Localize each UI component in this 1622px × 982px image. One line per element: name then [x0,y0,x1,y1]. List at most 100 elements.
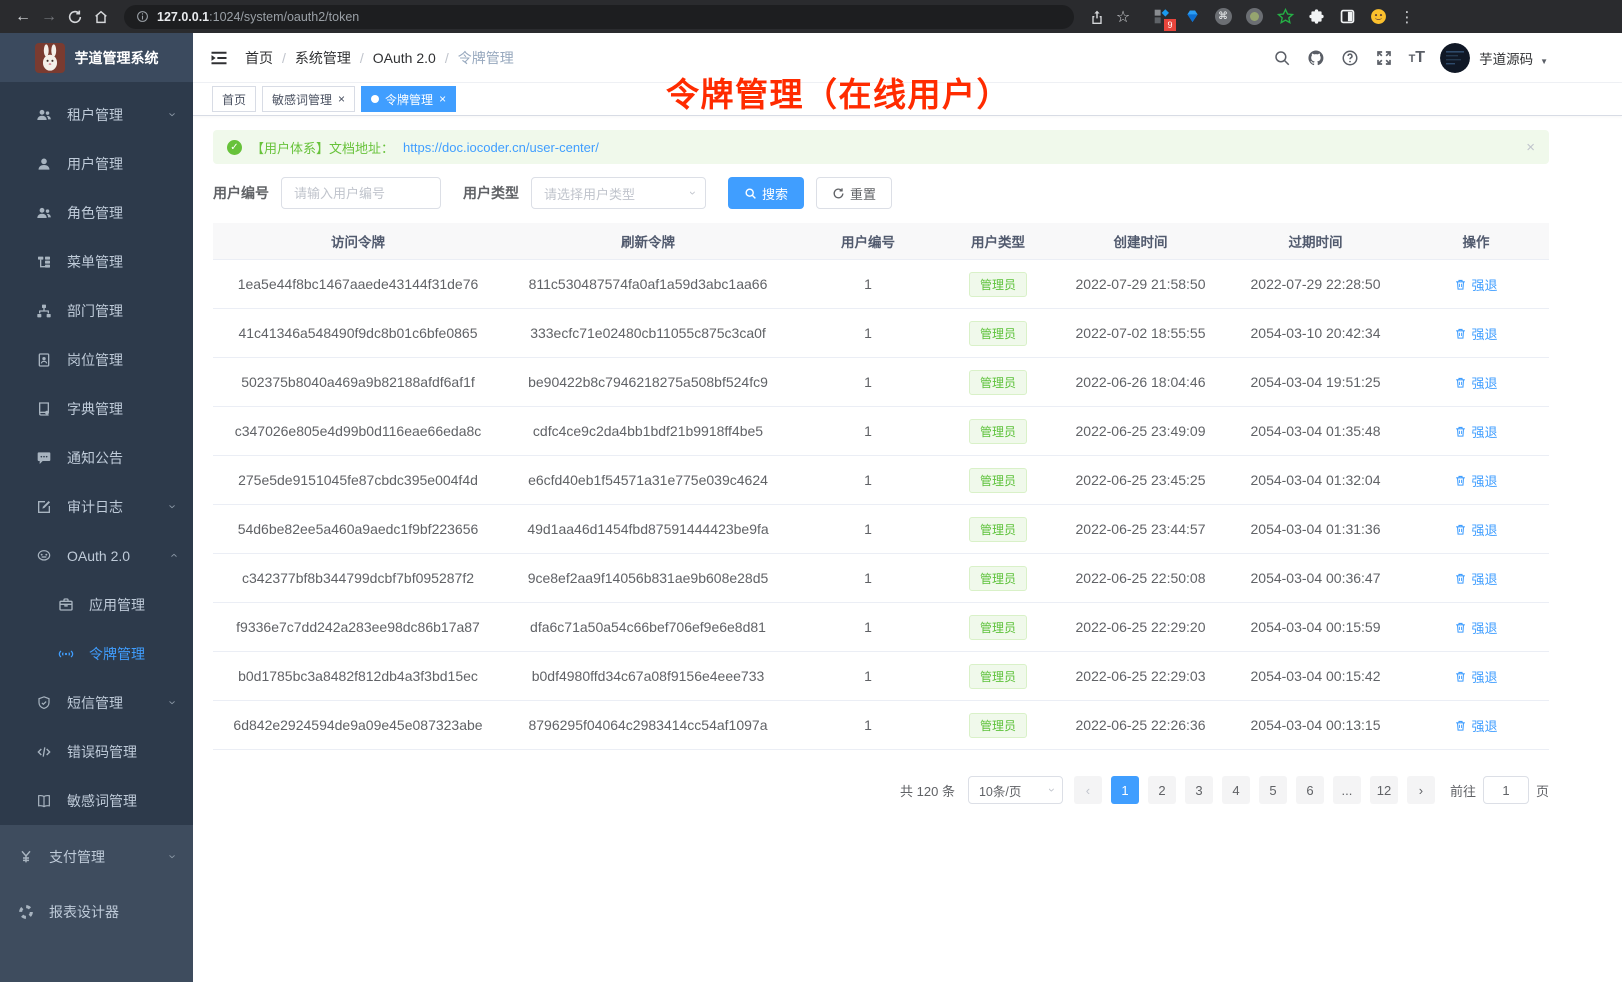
sidebar-item[interactable]: 字典管理 [0,384,193,433]
prev-page-button[interactable]: ‹ [1073,776,1102,804]
alert-doc-link[interactable]: https://doc.iocoder.cn/user-center/ [403,139,599,155]
record-dot-icon [1245,8,1263,25]
access-token-cell: f9336e7c7dd242a283ee98dc86b17a87 [236,619,480,635]
browser-menu-button[interactable]: ⋮ [1399,8,1415,26]
next-page-button[interactable]: › [1406,776,1435,804]
extension-command-button[interactable]: ⌘ [1212,6,1234,28]
browser-profile-avatar[interactable] [1367,6,1389,28]
post-badge-icon [36,352,52,368]
font-size-icon[interactable]: TT [1408,48,1426,66]
github-icon[interactable] [1307,48,1326,67]
payment-yen-icon [18,849,34,865]
view-tab[interactable]: 敏感词管理 × [262,86,356,112]
view-tab[interactable]: 令牌管理 × [361,86,457,112]
sidebar-item[interactable]: OAuth 2.0 › [0,531,193,580]
sidebar-item[interactable]: 错误码管理 [0,727,193,776]
browser-back-button[interactable]: ← [15,7,31,25]
access-token-cell: 54d6be82ee5a460a9aedc1f9bf223656 [237,521,479,537]
sidebar-item-label: 岗位管理 [67,351,123,368]
username-label[interactable]: 芋道源码 [1479,51,1534,67]
share-button[interactable] [1084,4,1110,30]
force-logout-button[interactable]: 强退 [1454,471,1498,490]
alert-close-icon[interactable]: × [1526,138,1535,156]
force-logout-button[interactable]: 强退 [1454,373,1498,392]
user-type-select[interactable]: 请选择用户类型 › [531,177,706,209]
page-button[interactable]: 3 [1184,776,1213,804]
page-size-value: 10条/页 [978,784,1022,799]
search-icon[interactable] [1273,48,1292,67]
goto-label: 前往 [1449,783,1476,799]
sidebar-item[interactable]: 敏感词管理 [0,776,193,825]
tab-group-button[interactable] [1336,6,1358,28]
force-logout-button[interactable]: 强退 [1454,324,1498,343]
sidebar-item-label: 错误码管理 [67,743,137,760]
page-size-select[interactable]: 10条/页 › [967,776,1063,804]
page-button[interactable]: 1 [1110,776,1139,804]
force-logout-button[interactable]: 强退 [1454,422,1498,441]
force-logout-button[interactable]: 强退 [1454,618,1498,637]
page-button[interactable]: 12 [1369,776,1398,804]
sidebar-item[interactable]: 审计日志 › [0,482,193,531]
user-avatar[interactable] [1440,42,1471,73]
sidebar-item[interactable]: 报表设计器 [0,884,193,939]
force-logout-button[interactable]: 强退 [1454,569,1498,588]
page-button[interactable]: 2 [1147,776,1176,804]
sidebar-item[interactable]: 支付管理 › [0,829,193,884]
sidebar-item[interactable]: 应用管理 [0,580,193,629]
tab-close-icon[interactable]: × [439,92,447,106]
breadcrumb-item[interactable]: 系统管理 [294,49,351,66]
goto-page-input[interactable] [1482,776,1529,804]
sidebar-item[interactable]: 租户管理 › [0,90,193,139]
force-logout-button[interactable]: 强退 [1454,667,1498,686]
user-menu-caret-icon[interactable]: ▼ [1540,57,1548,66]
address-bar[interactable]: 127.0.0.1:1024/system/oauth2/token [124,4,1074,29]
refresh-token-cell: cdfc4ce9c2da4bb1bdf21b9918ff4be5 [532,423,764,439]
sidebar-collapse-button[interactable] [209,48,229,68]
user-id-input[interactable] [281,177,441,209]
table-row: 502375b8040a469a9b82188afdf6af1f be90422… [213,358,1549,407]
trash-icon [1456,671,1466,682]
refresh-token-cell: 333ecfc71e02480cb11055c875c3ca0f [530,325,766,341]
breadcrumb-item: 令牌管理 [457,49,514,66]
tab-close-icon[interactable]: × [338,92,346,106]
sidebar-item[interactable]: 令牌管理 [0,629,193,678]
expire-time-cell: 2054-03-04 00:13:15 [1250,717,1381,733]
page-ellipsis-button[interactable]: ... [1332,776,1361,804]
trash-icon [1456,622,1466,633]
fullscreen-icon[interactable] [1375,48,1394,67]
sidebar-item[interactable]: 岗位管理 [0,335,193,384]
sidebar-item[interactable]: 部门管理 [0,286,193,335]
page-button[interactable]: 5 [1258,776,1287,804]
page-button[interactable]: 4 [1221,776,1250,804]
trash-icon [1456,426,1466,437]
sidebar-item[interactable]: 角色管理 [0,188,193,237]
extension-record-button[interactable] [1243,6,1265,28]
page-button[interactable]: 6 [1295,776,1324,804]
force-logout-button[interactable]: 强退 [1454,275,1498,294]
reset-button[interactable]: 重置 [816,177,893,209]
sidebar-item[interactable]: 短信管理 › [0,678,193,727]
search-button[interactable]: 搜索 [728,177,805,209]
browser-home-button[interactable] [88,4,114,30]
extension-star-button[interactable] [1274,6,1296,28]
help-icon[interactable] [1341,48,1360,67]
force-logout-button[interactable]: 强退 [1454,520,1498,539]
refresh-token-cell: b0df4980ffd34c67a08f9156e4eee733 [531,668,765,684]
force-logout-button[interactable]: 强退 [1454,716,1498,735]
extensions-puzzle-button[interactable] [1305,6,1327,28]
user-icon [36,156,52,172]
browser-forward-button[interactable]: → [41,7,57,25]
extension-grid-button[interactable]: 9 [1150,6,1176,31]
user-id-cell: 1 [864,374,872,390]
sidebar-item-label: 租户管理 [67,106,123,123]
view-tab[interactable]: 首页 [212,86,257,112]
sidebar-item[interactable]: 通知公告 [0,433,193,482]
bookmark-star-button[interactable]: ☆ [1115,8,1131,26]
sidebar-item[interactable]: 菜单管理 [0,237,193,286]
breadcrumb-item[interactable]: 首页 [245,49,273,66]
sidebar-item[interactable]: 用户管理 [0,139,193,188]
error-code-icon [36,744,52,760]
browser-reload-button[interactable] [62,4,88,30]
extension-gem-button[interactable] [1181,6,1203,28]
breadcrumb-item[interactable]: OAuth 2.0 [372,49,436,66]
